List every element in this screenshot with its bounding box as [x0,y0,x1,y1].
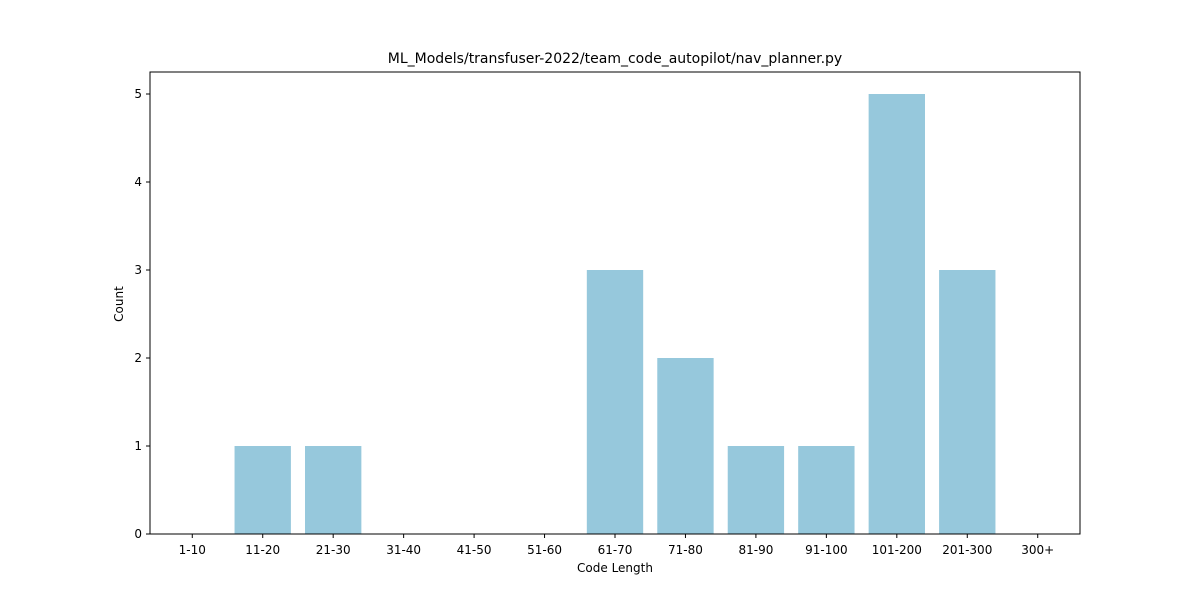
bar-71-80 [657,358,714,534]
x-tick-label: 11-20 [245,543,280,557]
x-tick-label: 31-40 [386,543,421,557]
y-tick-label: 4 [134,175,142,189]
y-tick-label: 2 [134,351,142,365]
y-tick-label: 3 [134,263,142,277]
x-tick-label: 51-60 [527,543,562,557]
chart-title: ML_Models/transfuser-2022/team_code_auto… [388,51,842,67]
y-axis: 0 1 2 3 4 5 [134,87,150,541]
x-axis-label: Code Length [577,561,653,575]
bar-61-70 [586,270,644,534]
x-tick-label: 21-30 [316,543,351,557]
x-tick-label: 101-200 [872,543,922,557]
x-tick-label: 300+ [1021,543,1054,557]
x-tick-label: 81-90 [738,543,773,557]
bar-201-300 [939,270,996,534]
bar-101-200 [868,94,925,534]
y-tick-label: 5 [134,87,142,101]
x-tick-label: 1-10 [179,543,206,557]
x-tick-label: 91-100 [805,543,848,557]
bars-layer [234,94,996,534]
bar-21-30 [305,446,362,534]
x-tick-label: 71-80 [668,543,703,557]
x-tick-label: 201-300 [942,543,992,557]
y-axis-label: Count [112,286,126,322]
y-tick-label: 1 [134,439,142,453]
bar-81-90 [727,446,785,534]
x-tick-label: 41-50 [457,543,492,557]
bar-11-20 [234,446,291,534]
x-axis: 1-10 11-20 21-30 31-40 41-50 51-60 61-70 71-80 8… [179,534,1054,557]
bar-91-100 [798,446,855,534]
y-tick-label: 0 [134,527,142,541]
x-tick-label: 61-70 [598,543,633,557]
